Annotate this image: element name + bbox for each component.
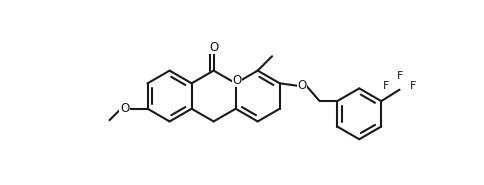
Text: F: F [410,81,416,91]
Text: O: O [120,102,129,115]
Text: O: O [232,74,242,87]
Text: F: F [383,81,389,91]
Text: O: O [298,79,307,92]
Text: O: O [209,41,218,54]
Text: F: F [396,71,403,81]
